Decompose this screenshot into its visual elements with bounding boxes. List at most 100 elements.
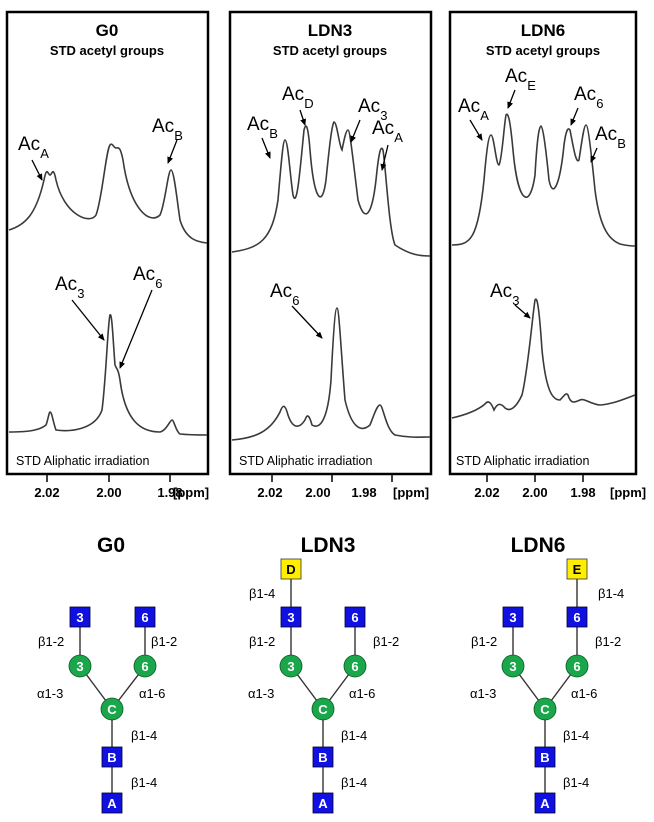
linkage-label: α1-3: [248, 686, 274, 701]
glcnac-square-6: [134, 606, 156, 628]
node-label: 6: [351, 610, 358, 625]
glycan-title: G0: [97, 534, 125, 557]
glcnac-square-b: [101, 746, 123, 768]
glcnac-square-a: [534, 792, 556, 814]
glycan-title: LDN3: [301, 534, 356, 557]
linkage-label: β1-4: [341, 775, 367, 790]
mannose-circle-3: [279, 654, 303, 678]
node-label: B: [318, 750, 327, 765]
linkage-label: β1-4: [249, 586, 275, 601]
arrow: [350, 119, 361, 143]
glcnac-square-6: [344, 606, 366, 628]
panel-frame: [448, 10, 638, 476]
peak-label-ac-b: AcB: [247, 114, 278, 141]
spectrum-panel-ldn3: LDN3 STD acetyl groups AcB AcD Ac3 AcA A…: [228, 10, 433, 476]
node-label: 3: [76, 610, 83, 625]
node-label: A: [318, 796, 328, 811]
glcnac-square-3: [280, 606, 302, 628]
peak-label-ac-6: Ac6: [270, 281, 299, 308]
panel-subtitle: STD acetyl groups: [273, 43, 387, 58]
linkage-label: β1-4: [598, 586, 624, 601]
spectrum-panel-ldn6: LDN6 STD acetyl groups AcA AcE Ac6 AcB A…: [448, 10, 638, 476]
tick-label: 2.00: [96, 485, 121, 500]
node-label: 3: [287, 610, 294, 625]
arrow: [570, 107, 579, 126]
spectrum-trace-bottom: [231, 307, 431, 441]
glcnac-square-6: [566, 606, 588, 628]
linkage-label: β1-2: [249, 634, 275, 649]
panel-title: LDN6: [521, 21, 565, 40]
linkage-label: α1-6: [349, 686, 375, 701]
node-label: C: [540, 702, 550, 717]
node-label: 3: [287, 659, 294, 674]
arrow: [71, 299, 105, 341]
node-label: 6: [141, 610, 148, 625]
spectrum-trace-bottom: [8, 314, 208, 436]
linkage-label: β1-4: [341, 728, 367, 743]
linkage-label: β1-2: [471, 634, 497, 649]
arrow: [119, 289, 153, 369]
panel-title: G0: [96, 21, 119, 40]
linkage-label: β1-2: [595, 634, 621, 649]
axis-unit: [ppm]: [610, 485, 646, 500]
mannose-circle-3: [501, 654, 525, 678]
linkage-label: α1-3: [37, 686, 63, 701]
glcnac-square-a: [312, 792, 334, 814]
panel-frame: [5, 10, 210, 476]
mannose-circle-3: [68, 654, 92, 678]
peak-label-ac-b: AcB: [152, 116, 183, 143]
peak-label-ac-a: AcA: [372, 118, 403, 145]
peak-label-ac-d: AcD: [282, 84, 314, 111]
glycan-ldn6: LDN6 A B C 3 6 3 6 E β1-4 β1-4 α1-3 α1-6…: [470, 534, 624, 814]
tick-label: 2.00: [522, 485, 547, 500]
linkage-label: β1-2: [38, 634, 64, 649]
glycan-g0: G0 A B C 3 6 3 6 β1-4 β1-4 α1-3 α1-6 β1-…: [37, 534, 177, 814]
peak-label-ac-e: AcE: [505, 66, 536, 93]
ppm-axis-ldn3: 2.02 2.00 1.98 [ppm]: [230, 473, 431, 500]
ppm-axis-ldn6: 2.02 2.00 1.98 [ppm]: [450, 473, 646, 500]
node-label: 6: [141, 659, 148, 674]
axis-unit-g0: [ppm]: [173, 485, 209, 500]
arrow: [514, 304, 531, 319]
peak-label-ac-6: Ac6: [133, 264, 162, 291]
peak-label-ac-3: Ac3: [358, 96, 387, 123]
mannose-circle-c: [100, 697, 124, 721]
glcnac-square-3: [502, 606, 524, 628]
arrow: [291, 305, 323, 339]
panel-subtitle: STD acetyl groups: [486, 43, 600, 58]
terminal-square-e: [566, 558, 588, 580]
arrow: [590, 147, 598, 163]
linkage-label: β1-2: [373, 634, 399, 649]
arrow: [167, 139, 178, 164]
linkage-label: β1-2: [151, 634, 177, 649]
glcnac-square-a: [101, 792, 123, 814]
node-label: 6: [573, 610, 580, 625]
panel-title: LDN3: [308, 21, 352, 40]
glcnac-square-3: [69, 606, 91, 628]
peak-label-ac-b: AcB: [595, 124, 626, 151]
spectrum-trace-top: [8, 143, 208, 244]
glycan-ldn3: LDN3 A B C 3 6 3 6 D β1-4 β1-4 α1-3 α1-6…: [248, 534, 399, 814]
node-label: 6: [351, 659, 358, 674]
linkage-label: β1-4: [131, 775, 157, 790]
spectrum-trace-top: [231, 121, 431, 257]
arrow: [507, 89, 516, 109]
node-label: C: [107, 702, 117, 717]
node-label: D: [286, 562, 295, 577]
node-label: E: [573, 562, 582, 577]
node-label: B: [107, 750, 116, 765]
terminal-square-d: [280, 558, 302, 580]
mannose-circle-6: [343, 654, 367, 678]
arrow: [299, 109, 306, 126]
node-label: B: [540, 750, 549, 765]
arrow: [31, 159, 43, 181]
spectrum-trace-top: [451, 113, 636, 247]
linkage-label: α1-3: [470, 686, 496, 701]
tick-label: 2.00: [305, 485, 330, 500]
peak-label-ac-a: AcA: [458, 96, 489, 123]
mannose-circle-c: [533, 697, 557, 721]
glcnac-square-b: [534, 746, 556, 768]
panel-note: STD Aliphatic irradiation: [16, 454, 149, 468]
peak-label-ac-3: Ac3: [490, 281, 519, 308]
